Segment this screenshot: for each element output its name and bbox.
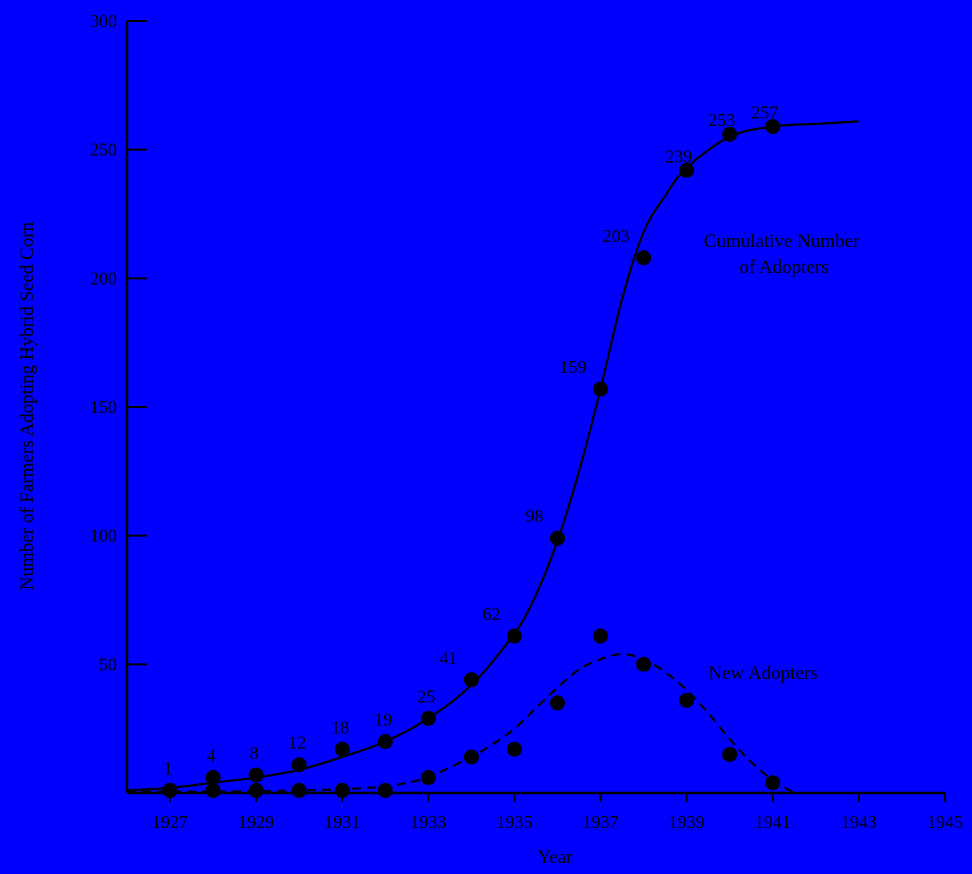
cumulative-data-label: 98: [526, 506, 544, 526]
y-tick-label: 300: [90, 11, 117, 31]
new-adopters-data-point: [377, 782, 393, 798]
cumulative-data-point: [291, 757, 307, 773]
cumulative-series-label-line-1: Cumulative Number: [704, 231, 860, 252]
cumulative-data-label: 41: [439, 648, 457, 668]
cumulative-data-label: 12: [288, 733, 306, 753]
fit-curves: [126, 120, 859, 794]
cumulative-data-point: [506, 628, 522, 644]
x-tick-label: 1939: [669, 812, 705, 832]
y-tick-label: 100: [90, 526, 117, 546]
cumulative-data-label: 253: [708, 110, 735, 130]
new-adopters-data-point: [291, 782, 307, 798]
cumulative-data-point: [550, 530, 565, 546]
x-tick-label: 1943: [841, 812, 877, 832]
cumulative-data-label: 159: [560, 357, 587, 377]
cumulative-data-label: 239: [665, 146, 692, 166]
new-adopters-data-point: [636, 656, 652, 672]
cumulative-data-label: 4: [207, 746, 216, 766]
x-axis-title: Year: [537, 847, 573, 868]
new-adopters-data-point: [205, 782, 221, 798]
cumulative-data-label: 1: [164, 758, 173, 778]
new-adopters-fit-curve: [126, 652, 795, 794]
cumulative-data-point: [334, 741, 350, 757]
cumulative-data-point: [722, 126, 738, 142]
x-tick-label: 1933: [410, 812, 446, 832]
cumulative-data-point: [463, 672, 479, 688]
cumulative-data-label: 25: [417, 686, 435, 706]
new-adopters-data-point: [722, 746, 738, 762]
cumulative-data-label: 8: [250, 743, 259, 763]
new-adopters-data-point: [420, 770, 436, 786]
new-adopters-data-point: [463, 749, 479, 765]
cumulative-data-label: 203: [603, 226, 630, 246]
x-tick-label: 1927: [152, 812, 188, 832]
new-adopters-data-point: [162, 782, 178, 798]
cumulative-data-label: 257: [751, 103, 778, 123]
cumulative-data-point: [248, 767, 264, 783]
data-points: [162, 119, 781, 798]
x-tick-label: 1935: [496, 812, 532, 832]
x-tick-label: 1929: [238, 812, 274, 832]
new-adopters-data-point: [550, 695, 565, 711]
x-tick-label: 1937: [583, 812, 619, 832]
y-tick-label: 250: [90, 140, 117, 160]
cumulative-data-point: [377, 734, 393, 750]
cumulative-data-point: [593, 381, 609, 397]
new-adopters-data-point: [248, 782, 264, 798]
cumulative-data-point: [679, 162, 695, 178]
axes: 1927 1929 1931 1933 1935 1937 1939 1941 1943 1945…: [90, 11, 963, 832]
cumulative-data-label: 19: [374, 710, 392, 730]
new-adopters-data-point: [765, 775, 781, 791]
x-tick-label: 1945: [927, 812, 963, 832]
cumulative-data-label: 18: [331, 717, 349, 737]
cumulative-data-point: [636, 250, 652, 266]
y-axis-title: Number of Farmers Adopting Hybrid Seed C…: [17, 221, 38, 590]
cumulative-data-point: [765, 119, 781, 135]
cumulative-data-label: 62: [482, 604, 500, 624]
y-tick-label: 200: [90, 268, 117, 288]
new-adopters-series-label: New Adopters: [708, 663, 817, 684]
y-tick-label: 50: [99, 654, 117, 674]
new-adopters-data-point: [334, 782, 350, 798]
cumulative-fit-curve: [126, 120, 859, 792]
cumulative-data-point: [205, 770, 221, 786]
new-adopters-data-point: [506, 741, 522, 757]
x-tick-label: 1931: [324, 812, 360, 832]
y-tick-label: 150: [90, 397, 117, 417]
new-adopters-data-point: [593, 628, 609, 644]
x-tick-label: 1941: [755, 812, 791, 832]
cumulative-series-label: Cumulative Number of Adopters: [704, 231, 864, 278]
new-adopters-data-point: [679, 692, 695, 708]
cumulative-series-label-line-2: of Adopters: [739, 257, 828, 278]
cumulative-data-point: [420, 710, 436, 726]
